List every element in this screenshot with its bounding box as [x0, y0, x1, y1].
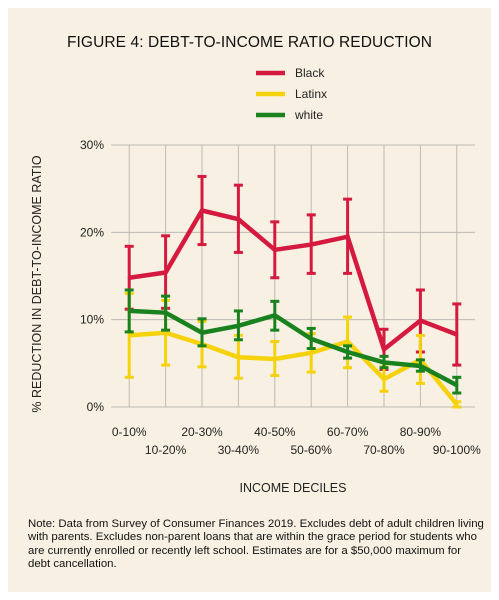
- y-tick-label: 20%: [80, 225, 104, 239]
- data-point: [455, 402, 459, 406]
- series-line: [129, 330, 459, 406]
- data-point: [164, 271, 168, 275]
- axis-ticks: 0% 10% 20% 30% 0-10% 10-20% 20-30% 30-40% 40-50%…: [80, 138, 481, 457]
- data-point: [382, 377, 386, 381]
- x-tick-label: 40-50%: [254, 425, 296, 439]
- data-point: [309, 337, 313, 341]
- y-axis-label: % REDUCTION IN DEBT-TO-INCOME RATIO: [30, 155, 44, 412]
- data-point: [418, 319, 422, 323]
- x-tick-label: 60-70%: [327, 425, 369, 439]
- x-tick-label: 20-30%: [181, 425, 223, 439]
- legend-label: white: [294, 108, 323, 122]
- data-point: [309, 243, 313, 247]
- x-axis-label: INCOME DECILES: [240, 481, 347, 495]
- data-point: [309, 351, 313, 355]
- data-point: [200, 209, 204, 212]
- y-tick-label: 0%: [87, 400, 105, 414]
- data-point: [455, 383, 459, 387]
- legend: Black Latinx white: [256, 66, 327, 122]
- data-point: [273, 248, 277, 252]
- data-point: [346, 235, 350, 239]
- x-tick-label: 90-100%: [433, 443, 481, 457]
- data-point: [418, 364, 422, 368]
- data-point: [164, 311, 168, 315]
- figure-panel: FIGURE 4: DEBT-TO-INCOME RATIO REDUCTION…: [8, 8, 491, 592]
- x-tick-label: 30-40%: [218, 443, 260, 457]
- series-white: [124, 288, 462, 395]
- legend-label: Black: [295, 66, 325, 80]
- data-point: [273, 357, 277, 361]
- legend-label: Latinx: [295, 87, 327, 101]
- x-tick-label: 0-10%: [112, 425, 147, 439]
- series-line: [129, 308, 458, 388]
- data-point: [382, 347, 386, 351]
- x-tick-label: 50-60%: [291, 443, 333, 457]
- data-point: [164, 331, 168, 335]
- data-point: [455, 333, 459, 337]
- y-tick-label: 30%: [80, 138, 104, 152]
- data-point: [127, 276, 131, 280]
- series-group: [124, 174, 462, 409]
- y-tick-label: 10%: [80, 313, 104, 327]
- series-black: [124, 174, 462, 371]
- data-point: [200, 331, 204, 335]
- data-point: [346, 340, 350, 343]
- data-point: [236, 355, 240, 359]
- data-point: [346, 350, 350, 354]
- series-line: [128, 207, 458, 354]
- data-point: [236, 324, 240, 328]
- data-point: [127, 309, 131, 313]
- line-chart: Black Latinx white 0% 10% 20% 30% 0-10% 10-20% 2…: [30, 66, 481, 495]
- series-latinx: [124, 291, 462, 409]
- data-point: [127, 333, 131, 337]
- chart-note: Note: Data from Survey of Consumer Finan…: [28, 518, 484, 571]
- x-tick-label: 10-20%: [145, 443, 187, 457]
- data-point: [382, 360, 386, 364]
- chart-title: FIGURE 4: DEBT-TO-INCOME RATIO REDUCTION: [66, 34, 433, 51]
- data-point: [273, 313, 277, 317]
- data-point: [236, 217, 240, 221]
- x-tick-label: 70-80%: [363, 443, 405, 457]
- x-tick-label: 80-90%: [400, 425, 442, 439]
